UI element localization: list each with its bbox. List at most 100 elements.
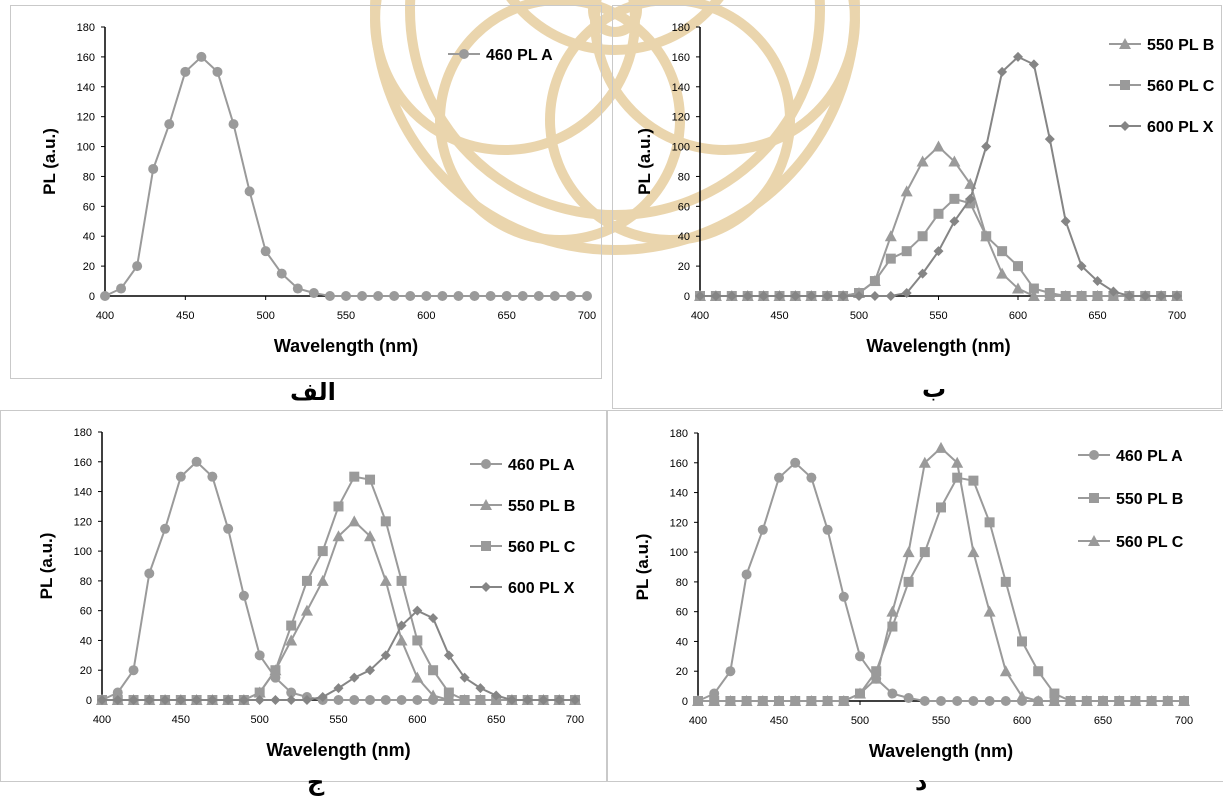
data-point (443, 687, 454, 698)
chart-panel-2: 0 20 40 60 80 100 120 140 160 180 400 450 500 550 600 6… (635, 22, 1215, 356)
series-line (104, 55, 587, 297)
data-point (936, 502, 946, 513)
data-point (453, 291, 464, 301)
data-point (1080, 695, 1093, 706)
data-point (822, 291, 833, 301)
panel-label-4: د (915, 768, 928, 796)
data-point (758, 291, 769, 301)
legend-entry: 550 PL B (470, 498, 575, 515)
panel-frame-1 (10, 5, 602, 379)
data-point (112, 695, 123, 705)
data-point (869, 276, 880, 287)
legend-label: 560 PL C (508, 539, 576, 556)
data-point (1060, 216, 1071, 227)
x-tick-label: 500 (256, 310, 274, 322)
data-point (333, 683, 344, 694)
data-point (285, 634, 298, 646)
data-point (254, 687, 265, 698)
x-tick-label: 600 (408, 714, 426, 726)
y-tick-label: 120 (670, 517, 688, 529)
data-point (1028, 59, 1039, 70)
data-point (333, 501, 344, 512)
y-tick-label: 60 (83, 201, 95, 213)
chart-panel-3: 0 20 40 60 80 100 120 140 160 180 400 450 500 550 600 6… (37, 427, 584, 760)
y-tick-label: 140 (670, 488, 688, 500)
data-point (968, 696, 979, 706)
data-point (316, 574, 329, 586)
data-point (333, 695, 344, 705)
data-point (349, 471, 360, 482)
y-tick-label: 100 (672, 142, 690, 154)
data-point (855, 651, 865, 662)
data-point (244, 186, 255, 197)
data-point (935, 441, 947, 453)
y-tick-label: 60 (676, 607, 688, 619)
data-point (1044, 288, 1055, 299)
panel-frame-4 (606, 410, 1223, 782)
data-point (412, 605, 423, 616)
legend-entry: 460 PL A (470, 457, 575, 474)
legend-label: 550 PL B (1147, 37, 1214, 54)
data-point (806, 472, 817, 483)
y-tick-label: 0 (89, 291, 95, 303)
legend-entry: 560 PL C (1078, 534, 1184, 551)
data-point (389, 291, 400, 301)
data-point (740, 695, 753, 706)
x-tick-label: 500 (850, 310, 868, 322)
y-tick-label: 140 (672, 82, 690, 94)
data-point (854, 687, 866, 699)
series-1 (694, 140, 1183, 301)
data-point (475, 683, 486, 694)
panel-label-1: الف (290, 378, 336, 406)
data-point (292, 283, 303, 294)
data-point (549, 291, 560, 301)
data-point (838, 291, 849, 301)
data-point (901, 288, 912, 299)
data-point (695, 291, 705, 301)
data-point (1172, 291, 1182, 301)
data-point (317, 546, 328, 557)
data-point (805, 695, 818, 706)
data-point (999, 665, 1012, 677)
data-point (357, 291, 368, 301)
y-tick-label: 80 (676, 577, 688, 589)
legend-label: 460 PL A (1116, 448, 1183, 465)
data-point (1013, 51, 1023, 62)
data-point (854, 291, 864, 301)
y-axis-title: PL (a.u.) (37, 533, 56, 600)
data-point (997, 66, 1008, 77)
data-point (97, 695, 107, 705)
data-point (871, 666, 882, 677)
data-point (1145, 695, 1158, 706)
y-tick-label: 20 (83, 261, 95, 273)
x-tick-label: 400 (96, 310, 114, 322)
data-point (308, 288, 319, 299)
series-2 (693, 472, 1189, 706)
data-point (144, 568, 155, 579)
data-point (276, 268, 287, 279)
data-point (773, 695, 785, 706)
data-point (160, 695, 171, 705)
y-tick-label: 120 (77, 112, 95, 124)
data-point (837, 695, 850, 706)
x-tick-label: 500 (851, 715, 869, 727)
data-point (223, 523, 234, 534)
data-point (741, 569, 752, 580)
data-point (742, 291, 753, 301)
data-point (365, 695, 376, 705)
data-point (365, 474, 376, 485)
data-point (459, 695, 470, 705)
x-tick-label: 700 (566, 714, 584, 726)
y-tick-label: 80 (678, 171, 690, 183)
data-point (1017, 636, 1027, 647)
data-point (948, 155, 961, 167)
legend-label: 600 PL X (1147, 119, 1214, 136)
data-point (936, 696, 946, 706)
y-tick-label: 120 (74, 516, 92, 528)
data-point (952, 472, 963, 483)
panel-label-3: ج (307, 768, 325, 796)
legend-entry: 560 PL C (1109, 78, 1215, 95)
data-point (207, 695, 218, 705)
data-point (886, 605, 899, 617)
